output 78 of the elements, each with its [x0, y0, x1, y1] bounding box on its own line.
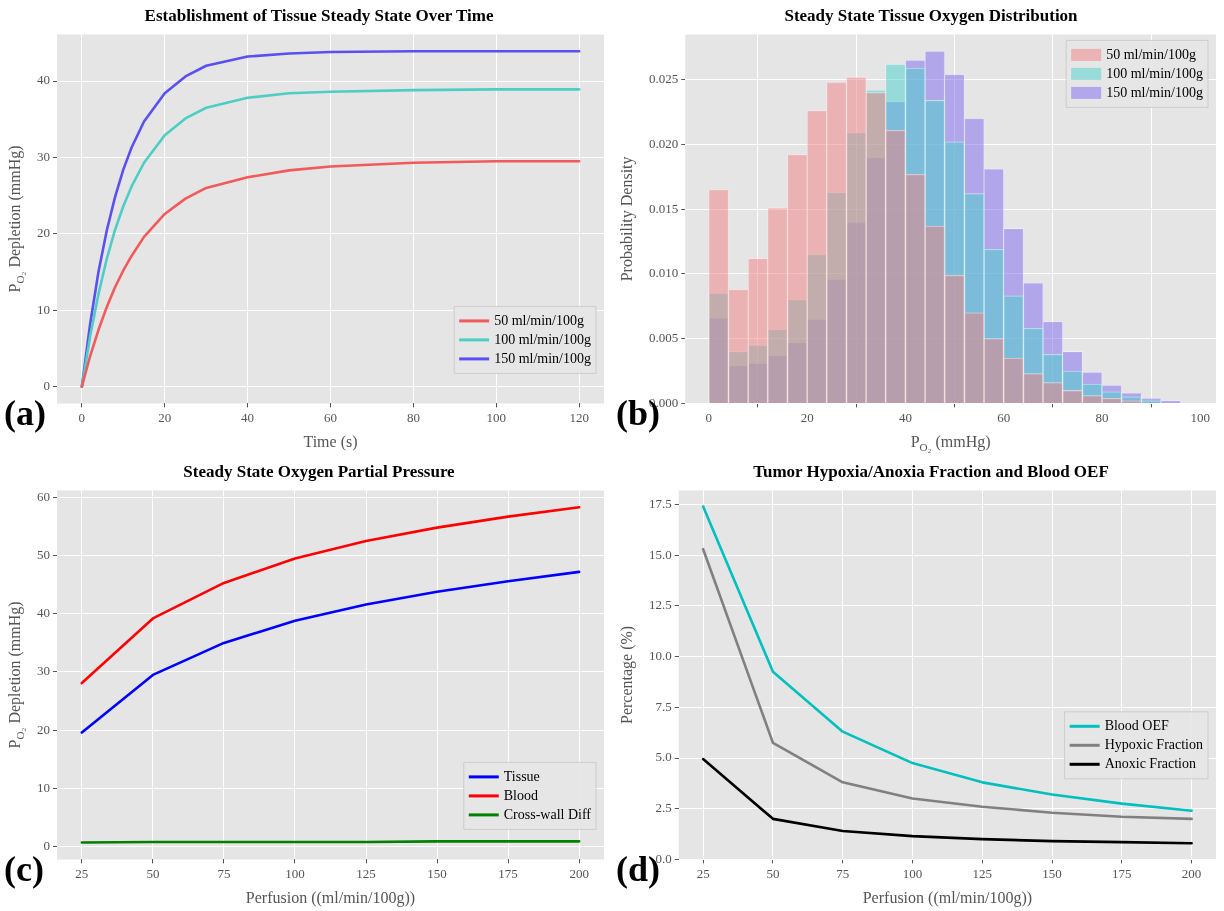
x-tick-label: 50: [766, 865, 780, 881]
y-tick-label: 20: [37, 721, 50, 737]
x-tick-label: 125: [356, 865, 376, 881]
x-tick-label: 150: [427, 865, 447, 881]
x-tick-label: 0: [705, 409, 713, 425]
legend-label: Anoxic Fraction: [1104, 755, 1197, 771]
y-tick-label: 0: [43, 378, 50, 394]
y-tick-label: 17.5: [649, 496, 672, 512]
x-tick-label: 120: [569, 409, 589, 425]
legend-label: Blood: [503, 787, 538, 803]
y-tick-label: 10: [37, 301, 50, 317]
y-tick-label: 60: [37, 488, 50, 504]
legend-label: Hypoxic Fraction: [1104, 736, 1204, 752]
y-tick-label: 5.0: [655, 749, 672, 765]
text: (c): [4, 849, 44, 889]
legend-label: 50 ml/min/100g: [1106, 46, 1197, 62]
x-tick-label: 100: [285, 865, 305, 881]
x-tick-label: 20: [158, 409, 172, 425]
x-tick-label: 200: [569, 865, 589, 881]
legend-label: 100 ml/min/100g: [494, 331, 592, 347]
y-tick-label: 0: [43, 838, 50, 854]
y-tick-label: 30: [37, 663, 50, 679]
x-tick-label: 60: [324, 409, 337, 425]
legend-label: Tissue: [503, 768, 540, 784]
x-tick-label: 100: [486, 409, 507, 425]
x-tick-label: 60: [997, 409, 1011, 425]
x-tick-label: 125: [972, 865, 993, 881]
x-tick-label: 100: [1190, 409, 1211, 425]
x-axis-title: Perfusion ((ml/min/100g)): [862, 889, 1033, 908]
x-tick-label: 25: [696, 865, 710, 881]
legend-label: Cross-wall Diff: [503, 806, 592, 822]
x-tick-label: 20: [800, 409, 814, 425]
x-tick-label: 40: [241, 409, 255, 425]
x-tick-label: 175: [498, 865, 518, 881]
legend-label: 50 ml/min/100g: [494, 312, 585, 328]
x-tick-label: 75: [217, 865, 231, 881]
x-tick-label: 75: [836, 865, 850, 881]
chart-title: Establishment of Tissue Steady State Over Time: [144, 5, 494, 25]
text: (a): [4, 393, 46, 433]
y-tick-label: 0.005: [649, 330, 679, 346]
x-tick-label: 40: [898, 409, 912, 425]
y-axis-title: Percentage (%): [618, 625, 637, 724]
chart-title: Steady State Oxygen Partial Pressure: [183, 461, 456, 481]
y-axis-title: Probability Density: [618, 156, 637, 282]
y-axis-title: PO₂ Depletion (mmHg): [6, 145, 26, 293]
y-tick-label: 10: [37, 779, 50, 795]
y-tick-label: 0.020: [649, 135, 679, 151]
x-axis-title: Time (s): [303, 433, 358, 452]
x-tick-label: 50: [146, 865, 160, 881]
y-tick-label: 40: [37, 72, 50, 88]
legend-label: 150 ml/min/100g: [494, 350, 592, 366]
y-tick-label: 7.5: [655, 698, 672, 714]
x-tick-label: 200: [1181, 865, 1202, 881]
legend-label: 150 ml/min/100g: [1106, 84, 1204, 100]
chart-title: Steady State Tissue Oxygen Distribution: [784, 5, 1079, 25]
y-tick-label: 2.5: [655, 800, 672, 816]
y-tick-label: 15.0: [649, 546, 672, 562]
legend-label: Blood OEF: [1104, 717, 1170, 733]
y-tick-label: 0.025: [649, 71, 679, 87]
y-axis-title: PO₂ Depletion (mmHg): [6, 601, 26, 749]
x-tick-label: 175: [1112, 865, 1132, 881]
y-tick-label: 50: [37, 547, 50, 563]
y-tick-label: 10.0: [649, 648, 672, 664]
x-tick-label: 0: [78, 409, 86, 425]
y-tick-label: 30: [37, 148, 50, 164]
x-tick-label: 150: [1042, 865, 1062, 881]
x-axis-title: Perfusion ((ml/min/100g)): [245, 889, 416, 908]
y-tick-label: 0.010: [649, 265, 679, 281]
y-tick-label: 0.015: [649, 200, 679, 216]
x-tick-label: 80: [406, 409, 420, 425]
x-tick-label: 100: [902, 865, 923, 881]
y-tick-label: 20: [37, 225, 50, 241]
x-tick-label: 80: [1095, 409, 1109, 425]
y-tick-label: 40: [37, 605, 50, 621]
chart-title: Tumor Hypoxia/Anoxia Fraction and Blood OEF: [753, 461, 1109, 481]
legend-label: 100 ml/min/100g: [1106, 65, 1204, 81]
y-tick-label: 12.5: [649, 597, 672, 613]
x-tick-label: 25: [75, 865, 89, 881]
